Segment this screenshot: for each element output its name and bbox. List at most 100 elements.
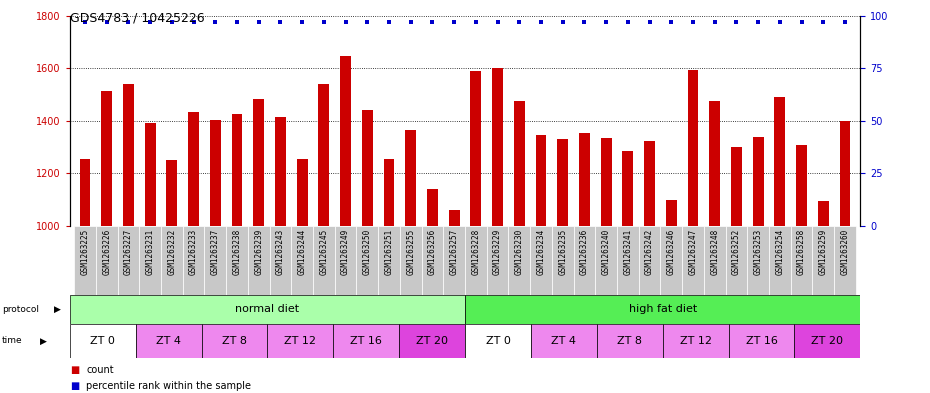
Text: time: time [2, 336, 22, 345]
Bar [492, 68, 503, 393]
Bar [448, 210, 459, 393]
Point [339, 19, 353, 25]
Bar [817, 201, 829, 393]
Text: GSM1263247: GSM1263247 [688, 229, 698, 275]
Bar [210, 119, 220, 393]
Point [469, 19, 484, 25]
Bar [666, 200, 677, 393]
Text: GSM1263227: GSM1263227 [124, 229, 133, 275]
Text: GSM1263246: GSM1263246 [667, 229, 676, 275]
Bar [399, 324, 465, 358]
Text: GSM1263251: GSM1263251 [384, 229, 393, 275]
Text: GSM1263244: GSM1263244 [298, 229, 307, 275]
Bar [660, 226, 683, 295]
Bar [444, 226, 465, 295]
Point [773, 19, 788, 25]
Text: GSM1263248: GSM1263248 [711, 229, 719, 275]
Point [446, 19, 461, 25]
Point [142, 19, 157, 25]
Text: GSM1263254: GSM1263254 [776, 229, 784, 275]
Bar [710, 101, 720, 393]
Point [230, 19, 245, 25]
Text: GSM1263255: GSM1263255 [406, 229, 415, 275]
Bar [622, 151, 633, 393]
Point [77, 19, 92, 25]
Bar [752, 137, 764, 393]
Bar [834, 226, 856, 295]
Bar [96, 226, 117, 295]
Bar [335, 226, 356, 295]
Point [751, 19, 765, 25]
Bar [383, 159, 394, 393]
Text: ZT 12: ZT 12 [680, 336, 711, 346]
Bar [840, 121, 850, 393]
Text: GSM1263252: GSM1263252 [732, 229, 741, 275]
Text: ZT 20: ZT 20 [811, 336, 844, 346]
Bar [509, 226, 530, 295]
Bar [101, 91, 113, 393]
Bar [145, 123, 155, 393]
Text: GSM1263231: GSM1263231 [146, 229, 154, 275]
Bar [70, 324, 136, 358]
Bar [579, 133, 590, 393]
Text: GSM1263245: GSM1263245 [319, 229, 328, 275]
Bar [140, 226, 161, 295]
Bar [136, 324, 202, 358]
Text: GSM1263228: GSM1263228 [472, 229, 481, 275]
Point [360, 19, 375, 25]
Bar [639, 226, 660, 295]
Bar [536, 135, 547, 393]
Bar [486, 226, 509, 295]
Point [425, 19, 440, 25]
Point [316, 19, 331, 25]
Bar [617, 226, 639, 295]
Text: ■: ■ [70, 365, 79, 375]
Bar [601, 138, 612, 393]
Bar [253, 99, 264, 393]
Point [404, 19, 418, 25]
Text: GSM1263225: GSM1263225 [81, 229, 89, 275]
Bar [725, 226, 748, 295]
Point [708, 19, 723, 25]
Point [577, 19, 591, 25]
Text: GSM1263232: GSM1263232 [167, 229, 177, 275]
Bar [687, 70, 698, 393]
Point [121, 19, 136, 25]
Text: ■: ■ [70, 381, 79, 391]
Text: GSM1263243: GSM1263243 [276, 229, 285, 275]
Bar [662, 324, 728, 358]
Bar [291, 226, 313, 295]
Text: ZT 0: ZT 0 [90, 336, 115, 346]
Bar [318, 84, 329, 393]
Text: GSM1263234: GSM1263234 [537, 229, 546, 275]
Point [186, 19, 201, 25]
Text: ▶: ▶ [54, 305, 60, 314]
Text: GSM1263260: GSM1263260 [841, 229, 849, 275]
Bar [530, 226, 551, 295]
Bar [794, 324, 860, 358]
Bar [557, 139, 568, 393]
Bar [790, 226, 813, 295]
Bar [161, 226, 182, 295]
Text: ZT 8: ZT 8 [222, 336, 247, 346]
Point [664, 19, 679, 25]
Bar [427, 189, 438, 393]
Text: GSM1263240: GSM1263240 [602, 229, 611, 275]
Bar [166, 160, 178, 393]
Point [251, 19, 266, 25]
Point [838, 19, 853, 25]
Bar [123, 84, 134, 393]
Point [207, 19, 222, 25]
Point [534, 19, 549, 25]
Bar [297, 159, 308, 393]
Bar [775, 97, 785, 393]
Bar [247, 226, 270, 295]
Bar [574, 226, 595, 295]
Bar [514, 101, 525, 393]
Bar [465, 295, 860, 324]
Bar [595, 226, 617, 295]
Text: GSM1263237: GSM1263237 [211, 229, 219, 275]
Point [794, 19, 809, 25]
Text: GSM1263253: GSM1263253 [753, 229, 763, 275]
Point [273, 19, 288, 25]
